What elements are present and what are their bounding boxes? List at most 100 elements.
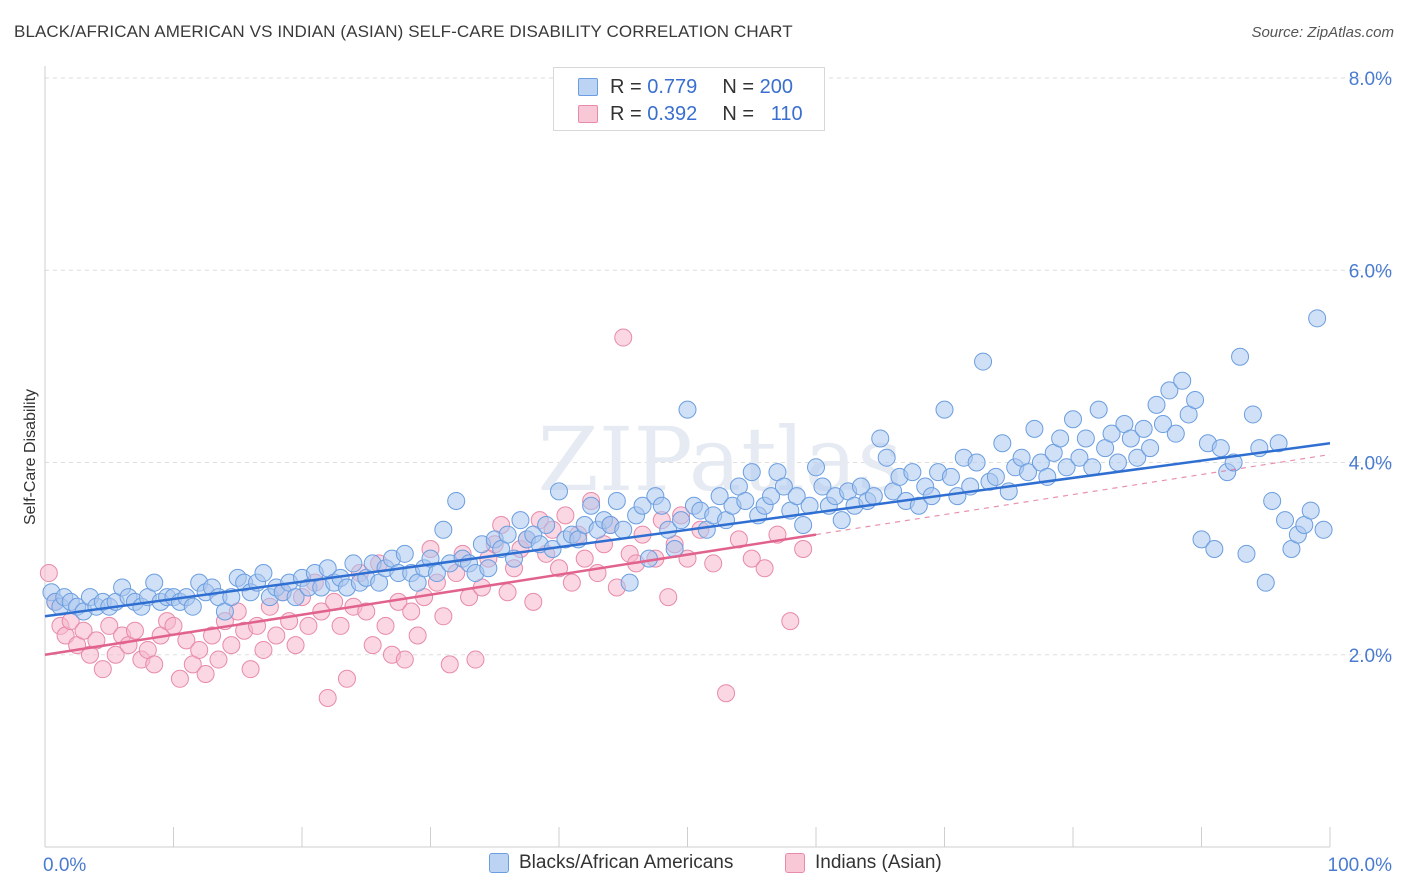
data-point-blacks [1276, 511, 1295, 530]
data-point-blacks [447, 491, 466, 510]
trend-line-indians [44, 533, 817, 656]
data-point-blacks [993, 434, 1012, 453]
data-point-indians [106, 645, 125, 664]
data-point-indians [402, 602, 421, 621]
trend-line-blacks [44, 442, 1331, 618]
data-point-blacks [1205, 540, 1224, 559]
data-point-blacks [1064, 410, 1082, 429]
data-point-blacks [183, 597, 202, 616]
data-point-blacks [941, 467, 960, 486]
legend-n-value: 200 [759, 75, 793, 98]
data-point-blacks [479, 559, 498, 578]
legend-r-label: R = [610, 75, 642, 98]
data-point-indians [286, 636, 305, 655]
x-tick-label: 100.0% [1328, 855, 1393, 876]
data-point-indians [209, 650, 228, 669]
data-point-blacks [1121, 429, 1140, 448]
data-point-indians [562, 573, 581, 592]
data-point-indians [93, 660, 112, 679]
data-point-blacks [145, 573, 164, 592]
data-point-blacks [832, 511, 851, 530]
data-point-indians [550, 559, 568, 578]
data-point-blacks [620, 573, 639, 592]
data-point-indians [125, 621, 144, 640]
data-point-blacks [1314, 520, 1333, 539]
data-point-indians [376, 616, 395, 635]
data-point-indians [363, 636, 382, 655]
data-point-blacks [742, 463, 761, 482]
data-point-indians [408, 626, 427, 645]
data-point-indians [39, 564, 58, 583]
data-point-blacks [909, 496, 928, 515]
data-point-blacks [813, 477, 832, 496]
data-point-indians [794, 540, 813, 559]
data-point-blacks [1025, 419, 1044, 438]
data-point-indians [729, 530, 748, 549]
y-tick-labels: 2.0% 4.0% 6.0% 8.0% [1349, 69, 1392, 667]
bottom-legend-indians[interactable]: Indians (Asian) [785, 852, 942, 874]
data-point-indians [498, 583, 517, 602]
data-point-blacks [344, 554, 363, 573]
data-point-indians [241, 660, 260, 679]
data-point-blacks [1070, 448, 1089, 467]
data-point-blacks [1243, 405, 1262, 424]
data-point-blacks [550, 482, 568, 501]
data-point-indians [222, 636, 241, 655]
legend-n-value: 110 [770, 102, 803, 125]
data-point-blacks [607, 491, 626, 510]
data-point-indians [614, 328, 633, 347]
data-point-blacks [1089, 400, 1108, 419]
legend-row-blacks: R = 0.779 N = 200 [578, 74, 793, 100]
data-point-indians [196, 664, 215, 683]
data-point-blacks [1102, 424, 1121, 443]
bottom-legend-blacks[interactable]: Blacks/African Americans [489, 852, 733, 874]
data-point-blacks [511, 511, 530, 530]
data-point-indians [742, 549, 761, 568]
series-blacks-points [42, 309, 1333, 621]
data-point-blacks [434, 520, 453, 539]
data-point-indians [87, 631, 106, 650]
data-point-indians [203, 626, 222, 645]
data-point-blacks [974, 352, 993, 371]
data-point-blacks [1076, 429, 1095, 448]
data-point-blacks [1308, 309, 1327, 328]
data-point-blacks [871, 429, 890, 448]
data-point-blacks [286, 588, 305, 607]
data-point-blacks [762, 487, 781, 506]
x-tick-labels: 0.0% 100.0% [43, 855, 1392, 876]
data-point-blacks [774, 477, 793, 496]
data-point-blacks [614, 520, 633, 539]
data-point-blacks [537, 515, 556, 534]
data-point-blacks [678, 400, 697, 419]
data-point-indians [74, 621, 93, 640]
data-point-blacks [395, 544, 414, 563]
correlation-legend: R = 0.779 N = 200 R = 0.392 N = 110 [553, 67, 825, 131]
data-point-blacks [986, 467, 1005, 486]
legend-r-value: 0.779 [647, 75, 698, 98]
data-point-indians [254, 640, 273, 659]
data-point-indians [267, 626, 286, 645]
data-point-blacks [582, 496, 601, 515]
data-point-blacks [1269, 434, 1288, 453]
data-point-blacks [1128, 448, 1147, 467]
data-point-blacks [1141, 439, 1160, 458]
data-point-indians [145, 655, 164, 674]
data-point-blacks [1173, 371, 1192, 390]
y-tick-label: 6.0% [1349, 261, 1392, 282]
source-label: Source: ZipAtlas.com [1251, 24, 1394, 41]
legend-row-indians: R = 0.392 N = 110 [578, 101, 803, 127]
axes [44, 66, 1331, 848]
data-point-indians [440, 655, 459, 674]
data-point-blacks [935, 400, 954, 419]
data-point-blacks [1108, 453, 1127, 472]
data-point-blacks [864, 487, 883, 506]
data-point-blacks [1186, 391, 1205, 410]
data-point-blacks [1211, 439, 1230, 458]
data-point-blacks [1153, 415, 1172, 434]
legend-n-label: N = [722, 75, 755, 98]
data-point-indians [190, 640, 209, 659]
data-point-blacks [787, 487, 806, 506]
data-point-blacks [903, 463, 922, 482]
legend-r-value: 0.392 [647, 102, 698, 125]
data-point-blacks [254, 564, 273, 583]
